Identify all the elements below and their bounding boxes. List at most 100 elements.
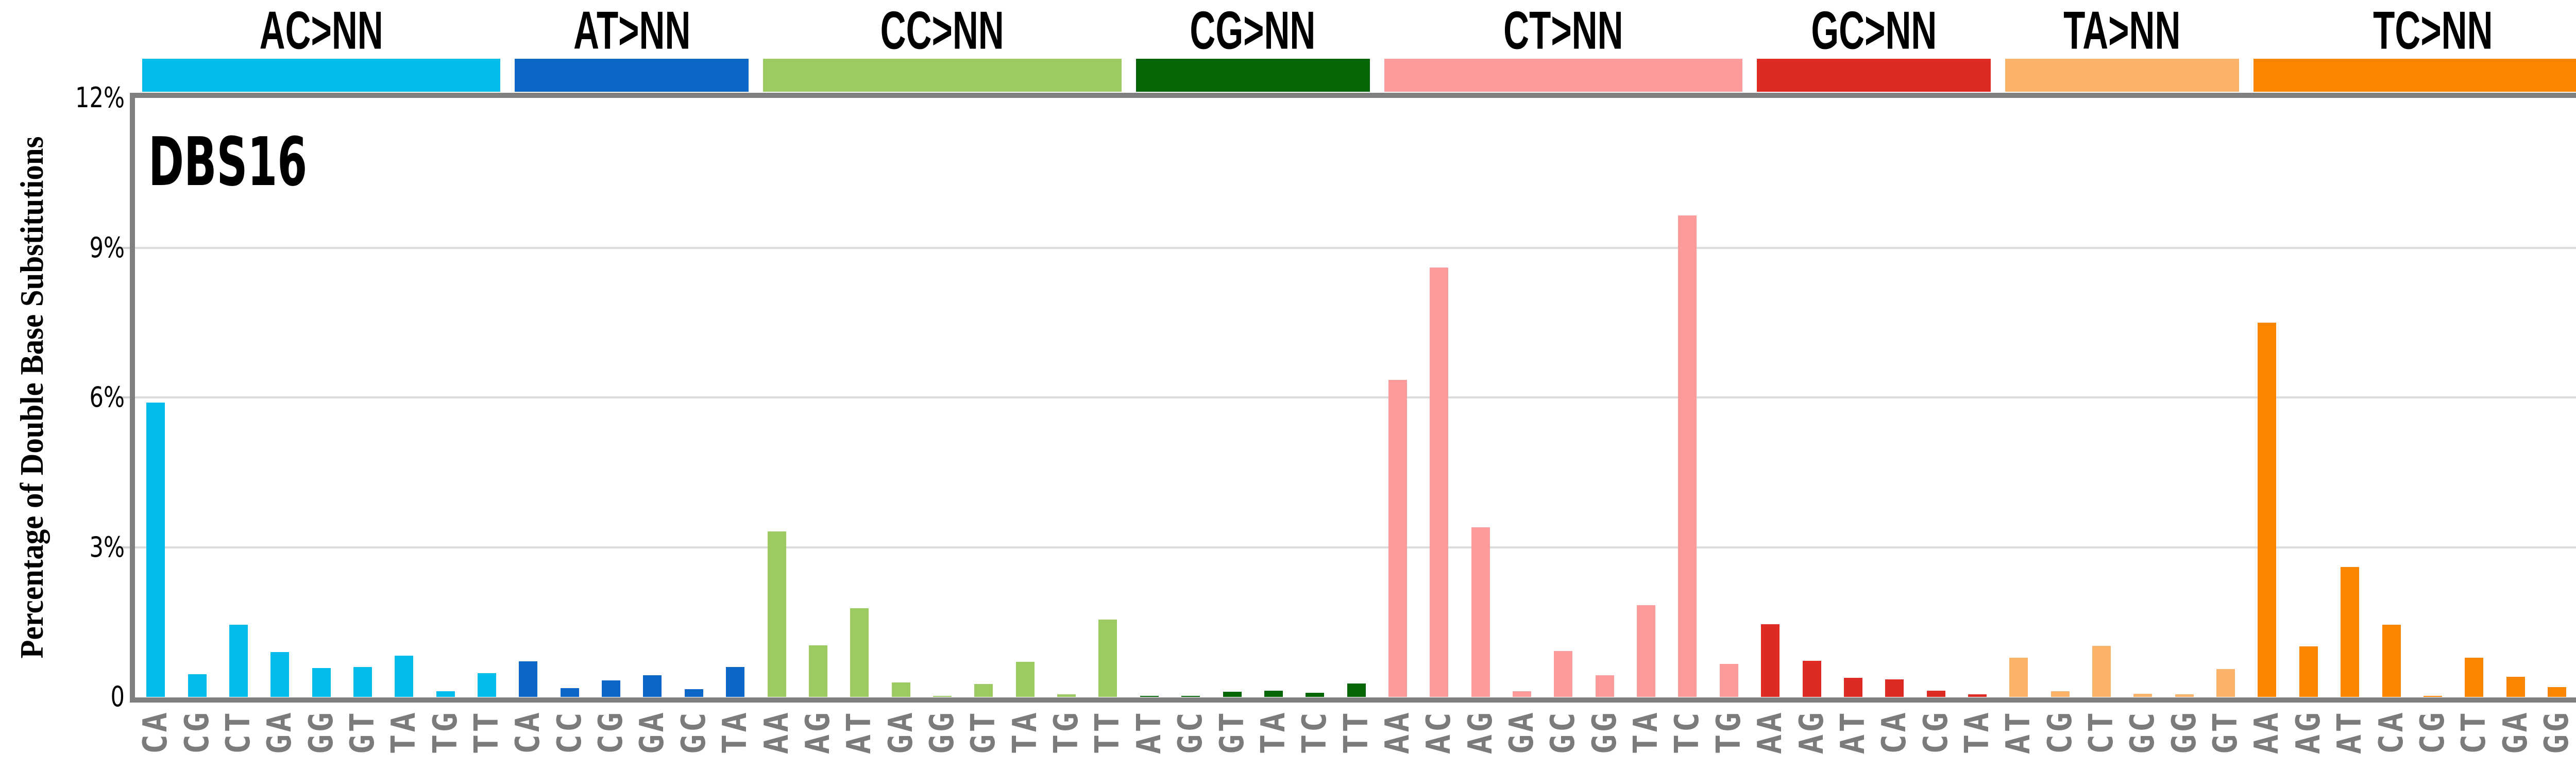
- group-label-text: AC>NN: [259, 1, 383, 61]
- bar-CC>NN-AG: [808, 645, 827, 697]
- bar-AT>NN-CG: [602, 680, 621, 697]
- bar-CC>NN-TA: [1015, 662, 1035, 697]
- left-tick-9pct: [115, 246, 130, 249]
- group-label-text: CT>NN: [1503, 1, 1623, 61]
- bar-CC>NN-GT: [974, 683, 993, 697]
- group-label-text: TC>NN: [2372, 1, 2493, 61]
- x-label-text: AT: [1999, 710, 2038, 755]
- x-label-text: TT: [1337, 710, 1376, 755]
- x-label-text: GT: [2207, 710, 2245, 755]
- x-label-text: AT: [1130, 710, 1168, 755]
- bar-GC>NN-AG: [1802, 661, 1821, 697]
- bar-AT>NN-TA: [726, 666, 745, 697]
- x-label-text: TT: [1089, 710, 1127, 755]
- group-label-CG>NN: CG>NN: [1136, 1, 1370, 61]
- x-label-text: TA: [1958, 710, 1996, 755]
- bar-GC>NN-AT: [1843, 678, 1862, 697]
- bar-TA>NN-AT: [2009, 657, 2028, 697]
- group-label-text: CC>NN: [880, 1, 1004, 61]
- bar-TA>NN-CT: [2092, 646, 2111, 697]
- x-label-text: CG: [2413, 710, 2452, 755]
- x-label-text: CG: [178, 710, 216, 755]
- x-label-text: GC: [1172, 710, 1210, 755]
- bar-TC>NN-AA: [2258, 322, 2277, 697]
- bar-CT>NN-AA: [1388, 380, 1407, 697]
- x-label-text: AA: [757, 710, 796, 755]
- bar-CT>NN-TG: [1719, 664, 1738, 697]
- band-AC>NN: [142, 59, 501, 92]
- group-label-CT>NN: CT>NN: [1384, 1, 1742, 61]
- bar-TC>NN-CG: [2423, 696, 2442, 697]
- band-CG>NN: [1136, 59, 1370, 92]
- group-label-TC>NN: TC>NN: [2253, 1, 2576, 61]
- x-label-text: TC: [1296, 710, 1334, 755]
- x-label-text: TC: [1668, 710, 1707, 755]
- bar-GC>NN-TA: [1968, 694, 1987, 697]
- x-label-text: GT: [964, 710, 1003, 755]
- bar-AT>NN-GC: [684, 689, 703, 697]
- x-label-text: CT: [2082, 710, 2121, 755]
- x-label-text: CA: [1875, 710, 1914, 755]
- bar-CC>NN-GA: [891, 682, 910, 697]
- bar-CC>NN-TT: [1098, 619, 1117, 697]
- group-label-AC>NN: AC>NN: [142, 1, 500, 61]
- y-tick-6%: 6%: [89, 381, 125, 413]
- x-label-text: CA: [2372, 710, 2411, 755]
- x-label-text: CA: [509, 710, 548, 755]
- x-label-text: TA: [1006, 710, 1044, 755]
- x-label-text: AG: [1461, 710, 1500, 755]
- y-tick-9%: 9%: [89, 231, 125, 264]
- bar-TA>NN-CG: [2050, 691, 2070, 697]
- bar-AC>NN-TG: [436, 691, 455, 697]
- x-label-text: GA: [633, 710, 672, 755]
- x-label-text: CT: [2455, 710, 2494, 755]
- bar-TC>NN-GA: [2506, 677, 2525, 697]
- bar-AT>NN-GA: [643, 675, 662, 697]
- x-label-text: TG: [1709, 710, 1748, 755]
- bar-CT>NN-AC: [1430, 268, 1449, 697]
- bar-TA>NN-GC: [2133, 694, 2153, 697]
- y-tick-0: 0: [110, 680, 125, 713]
- bar-CT>NN-GC: [1554, 651, 1573, 697]
- left-tick-3pct: [115, 546, 130, 548]
- x-label-text: CA: [137, 710, 175, 755]
- x-label-TC>NN-GG: GG: [2531, 710, 2576, 767]
- bar-CC>NN-TG: [1057, 694, 1076, 697]
- bar-AT>NN-CC: [560, 688, 579, 697]
- x-label-text: AG: [2289, 710, 2328, 755]
- group-label-TA>NN: TA>NN: [2005, 1, 2239, 61]
- x-label-text: GG: [923, 710, 961, 755]
- group-label-text: CG>NN: [1190, 1, 1316, 61]
- x-label-TC>NN-GT: GT: [2572, 710, 2576, 767]
- x-label-text: GT: [343, 710, 382, 755]
- bar-TC>NN-CA: [2382, 624, 2401, 697]
- x-label-text: AC: [1420, 710, 1459, 755]
- x-label-text: AA: [1378, 710, 1417, 755]
- band-CC>NN: [763, 59, 1122, 92]
- group-label-AT>NN: AT>NN: [515, 1, 749, 61]
- x-label-text: AA: [1751, 710, 1790, 755]
- bar-GC>NN-CA: [1885, 679, 1904, 697]
- x-label-text: CG: [592, 710, 631, 755]
- x-label-text: AG: [1792, 710, 1831, 755]
- x-label-text: GA: [2496, 710, 2535, 755]
- bar-CG>NN-TC: [1306, 693, 1325, 697]
- bar-AC>NN-CG: [188, 674, 207, 697]
- left-tick-6pct: [115, 396, 130, 398]
- bar-CT>NN-AG: [1471, 527, 1490, 697]
- y-tick-3%: 3%: [89, 530, 125, 563]
- bar-TC>NN-AG: [2299, 646, 2318, 697]
- x-label-text: AT: [2331, 710, 2369, 755]
- x-label-text: GA: [882, 710, 920, 755]
- bar-CG>NN-TT: [1347, 683, 1366, 697]
- band-AT>NN: [515, 59, 749, 92]
- band-TA>NN: [2005, 59, 2240, 92]
- page-title: DBS16: [148, 123, 308, 201]
- x-label-text: TA: [1627, 710, 1666, 755]
- band-TC>NN: [2253, 59, 2576, 92]
- bar-GC>NN-AA: [1761, 624, 1780, 697]
- bar-AT>NN-CA: [519, 661, 538, 697]
- x-label-text: GG: [2165, 710, 2204, 755]
- bar-AC>NN-CT: [229, 624, 248, 697]
